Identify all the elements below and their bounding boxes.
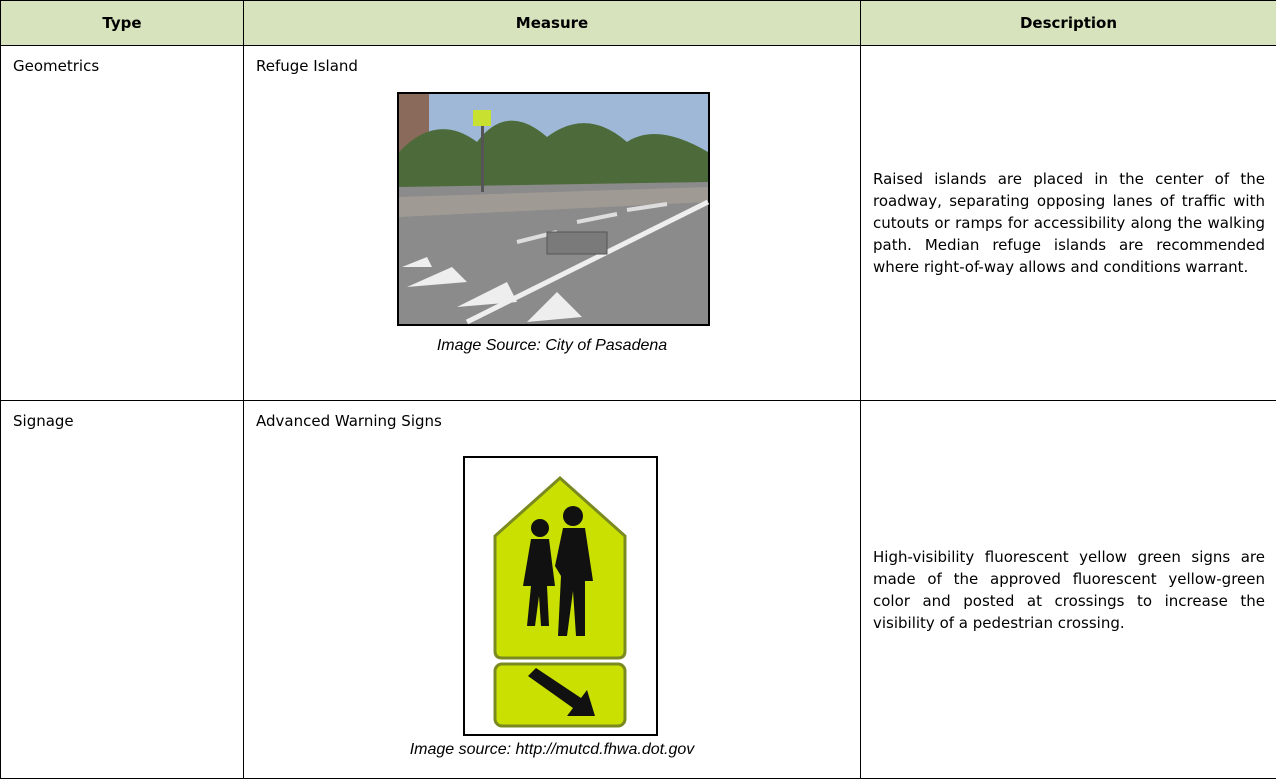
description-cell: Raised islands are placed in the center … xyxy=(860,45,1276,401)
type-cell: Geometrics xyxy=(0,45,244,401)
sign-image xyxy=(463,456,658,736)
measure: Refuge Island xyxy=(256,57,358,75)
header-cell: Description xyxy=(860,0,1276,46)
description: High-visibility fluorescent yellow green… xyxy=(873,547,1265,632)
row: Signage Advanced Warning Signs Image sou… xyxy=(0,400,1276,779)
photo xyxy=(397,92,710,326)
measure-cell: Refuge Island Image Source: City of Pasa… xyxy=(243,45,861,401)
type: Signage xyxy=(13,412,74,430)
type-cell: Signage xyxy=(0,400,244,779)
row: Geometrics Refuge Island Image Source: C… xyxy=(0,45,1276,401)
image-caption: Image Source: City of Pasadena xyxy=(436,337,668,354)
header-cell: Type xyxy=(0,0,244,46)
measure-cell: Advanced Warning Signs Image source: htt… xyxy=(243,400,861,779)
image-caption: Image source: http://mutcd.fhwa.dot.gov xyxy=(409,741,695,758)
header-row: Type Measure Description xyxy=(0,0,1276,46)
measure: Advanced Warning Signs xyxy=(256,412,442,430)
header-cell: Measure xyxy=(243,0,861,46)
description-cell: High-visibility fluorescent yellow green… xyxy=(860,400,1276,779)
description: Raised islands are placed in the center … xyxy=(873,170,1265,276)
type: Geometrics xyxy=(13,57,100,75)
